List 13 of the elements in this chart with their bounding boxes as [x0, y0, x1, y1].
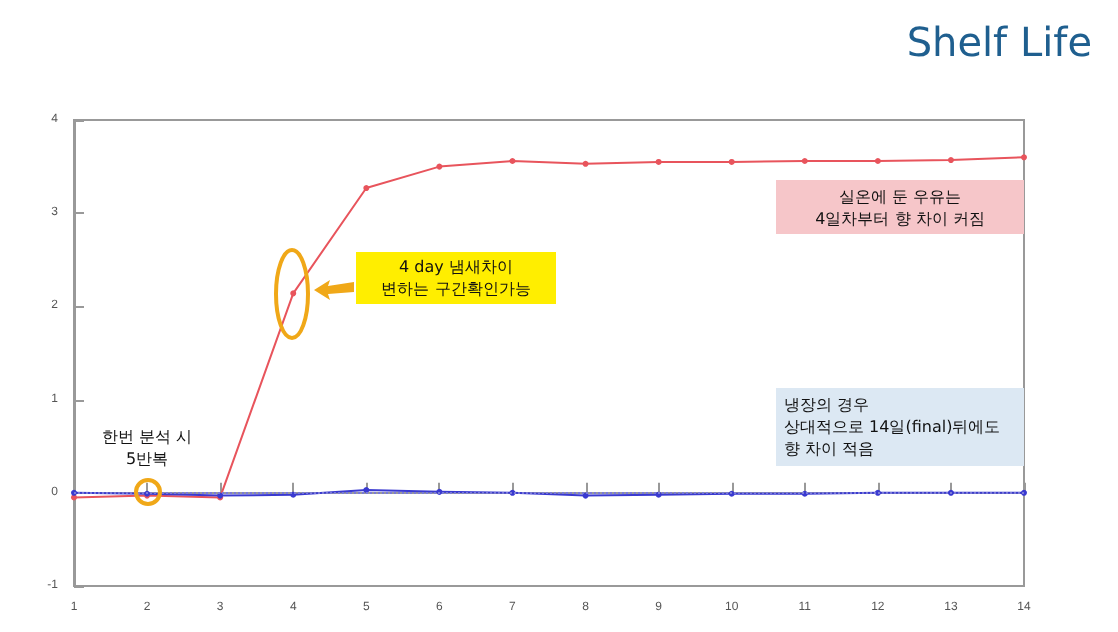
point [1021, 154, 1027, 161]
point [728, 158, 735, 165]
chart-title: Shelf Life [906, 18, 1093, 66]
note-box: 4 day 냄새차이 변하는 구간확인가능 [356, 252, 556, 304]
point [436, 163, 443, 170]
note-box: 실온에 둔 우유는 4일차부터 향 차이 커짐 [776, 180, 1024, 234]
note-box: 냉장의 경우 상대적으로 14일(final)뒤에도 향 차이 적음 [776, 388, 1024, 466]
point [363, 185, 370, 192]
point [582, 160, 589, 167]
point [290, 290, 297, 297]
point [509, 158, 516, 165]
point [655, 158, 662, 165]
annotation: 한번 분석 시 5반복 [99, 426, 195, 471]
